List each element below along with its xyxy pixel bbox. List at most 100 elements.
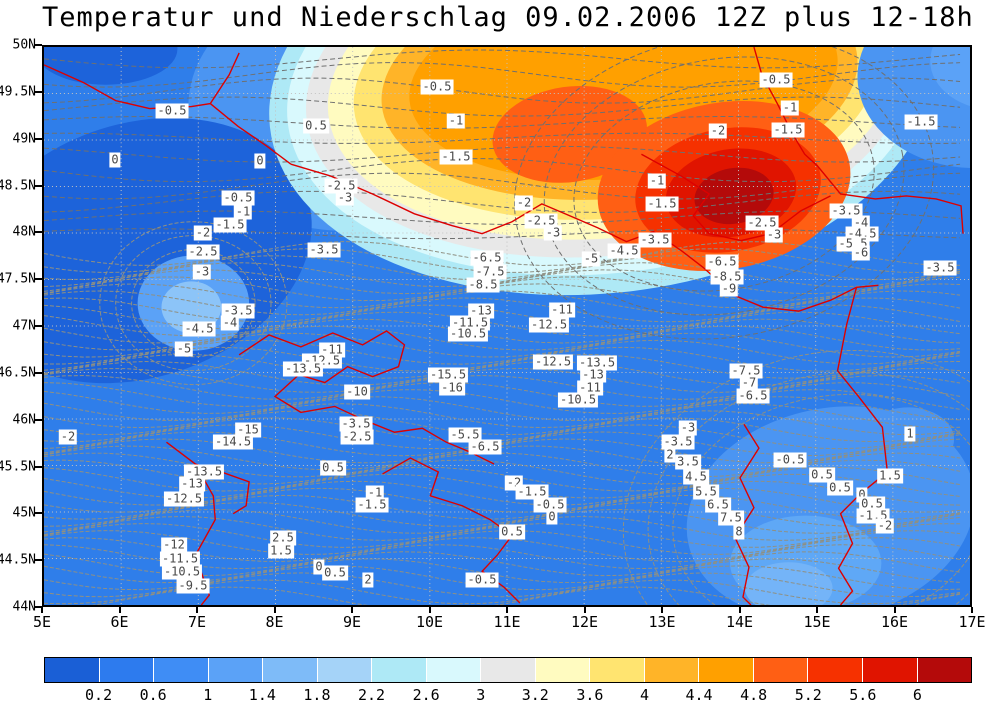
temp-label: -2.5 (324, 178, 358, 194)
temp-label: -6 (851, 245, 871, 261)
temp-label: 0.5 (809, 467, 835, 483)
temp-label: 0.5 (859, 496, 885, 512)
country-border-line (753, 47, 964, 234)
y-tick-label: 44N (12, 599, 36, 615)
legend-color-segment (371, 658, 426, 682)
contour-path (44, 304, 961, 330)
country-border-line (290, 163, 735, 296)
temp-label: -13.5 (183, 464, 225, 480)
temp-label: -6.5 (705, 254, 739, 270)
temp-label: -7 (739, 375, 759, 391)
y-tick-label: 46.5N (0, 365, 36, 381)
contour-path (44, 565, 961, 591)
temp-label: 0 (546, 509, 558, 525)
temp-label: -10.5 (447, 326, 489, 342)
temp-label: -0.5 (221, 190, 255, 206)
legend-tick-label: 1.4 (248, 686, 276, 701)
x-tick-label: 8E (265, 613, 284, 631)
contour-path (44, 325, 961, 351)
contour-ring (622, 349, 970, 605)
temp-label: -5 (174, 341, 194, 357)
legend-color-segment (643, 658, 699, 682)
temp-label: -1.5 (355, 497, 389, 513)
country-border-line (238, 330, 495, 465)
temp-label: -0.5 (465, 572, 499, 588)
axis-tick (35, 137, 42, 140)
temp-label: -0.5 (533, 497, 567, 513)
temp-label: -6.5 (470, 250, 504, 266)
contour-path (44, 494, 961, 520)
legend-color-segment (916, 658, 972, 682)
temp-label: -0.5 (759, 72, 793, 88)
temp-label: -3 (678, 420, 698, 436)
temp-label: -13.5 (282, 361, 324, 377)
legend-tick-label: 4 (639, 686, 649, 701)
temp-label: -8.5 (710, 269, 744, 285)
contour-path (44, 318, 961, 344)
color-scale-legend (44, 657, 972, 683)
axis-tick (661, 607, 663, 613)
legend-tick-label: 2.6 (412, 686, 440, 701)
contour-path (44, 389, 961, 414)
contour-path (44, 572, 961, 598)
x-tick-label: 15E (803, 613, 831, 631)
temp-label: -0.5 (155, 103, 189, 119)
legend-color-segment (534, 658, 590, 682)
temp-label: -11 (549, 302, 575, 318)
temp-label: -11.5 (159, 551, 201, 567)
y-tick-label: 45N (12, 505, 36, 521)
legend-color-segment (425, 658, 481, 682)
contour-path (44, 311, 961, 337)
legend-tick-label: 5.6 (849, 686, 877, 701)
contour-path (44, 579, 961, 605)
contour-path (44, 360, 961, 386)
temp-label: -2.5 (524, 213, 558, 229)
axis-tick (893, 607, 896, 613)
contour-path (44, 551, 961, 577)
temp-label: 0.5 (320, 460, 346, 476)
contour-path (44, 339, 961, 365)
axis-tick (35, 325, 42, 327)
temp-label: -1.5 (213, 217, 247, 233)
axis-tick (41, 607, 43, 613)
axis-tick (196, 607, 198, 613)
temp-label: -4 (220, 315, 240, 331)
temp-label: -13.5 (576, 355, 618, 371)
legend-color-segment (480, 658, 535, 682)
temp-label: -12.5 (532, 354, 574, 370)
temp-label: -1.5 (645, 196, 679, 212)
legend-color-segment (153, 658, 208, 682)
legend-color-segment (262, 658, 317, 682)
axis-tick (35, 44, 42, 46)
temp-label: -2 (193, 225, 213, 241)
country-borders (44, 47, 964, 605)
temp-label: -9.5 (176, 578, 210, 594)
contour-path (91, 586, 961, 605)
contour-path (44, 116, 961, 129)
contour-ring (573, 80, 875, 292)
legend-color-segment (752, 658, 808, 682)
country-border-line (209, 103, 292, 165)
axis-tick (35, 512, 42, 515)
contour-path (44, 283, 961, 309)
temp-label: -2 (514, 195, 534, 211)
country-border-line (734, 423, 760, 605)
contour-path (44, 367, 961, 393)
temp-label: -3.5 (829, 203, 863, 219)
temp-label: -1 (233, 204, 253, 220)
temp-label: 0.5 (827, 480, 853, 496)
contour-ring (647, 371, 970, 605)
temp-label: 1.5 (268, 543, 294, 559)
axis-tick (35, 465, 42, 468)
x-tick-label: 9E (342, 613, 362, 631)
temp-label: -6.5 (736, 388, 770, 404)
temp-label: 7.5 (718, 510, 744, 526)
temp-label: 0.5 (322, 565, 348, 581)
temp-label: 2 (664, 447, 676, 463)
legend-tick-label: 2.2 (357, 686, 386, 701)
temp-label: -14.5 (212, 434, 254, 450)
x-tick-label: 12E (570, 613, 599, 631)
contour-path (44, 417, 961, 443)
temp-label: 0.5 (499, 524, 525, 540)
temp-label: 0.5 (303, 118, 329, 134)
